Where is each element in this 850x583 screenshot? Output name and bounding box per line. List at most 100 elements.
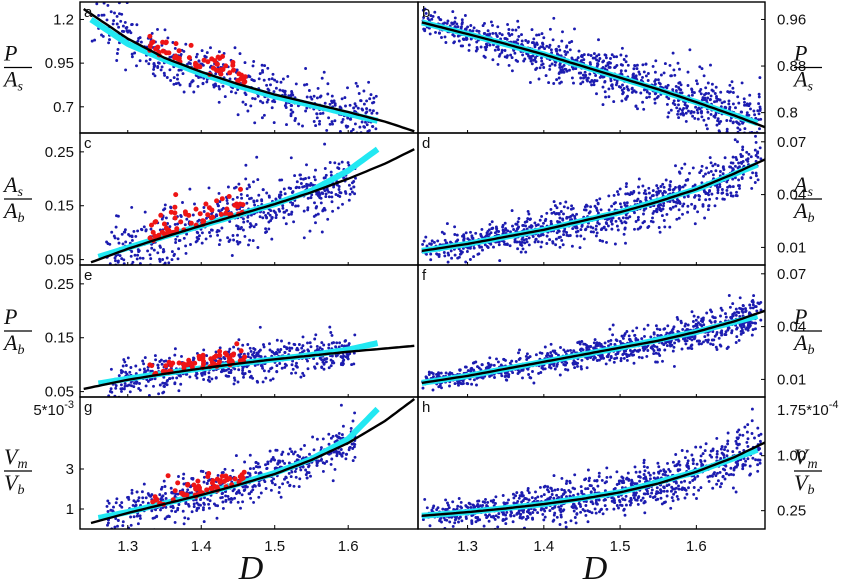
blue-point <box>571 206 575 210</box>
blue-point <box>329 364 333 368</box>
blue-point <box>108 390 112 393</box>
blue-point <box>470 234 474 238</box>
blue-point <box>181 509 185 513</box>
blue-point <box>116 47 120 51</box>
blue-point <box>544 74 548 78</box>
blue-point <box>491 31 495 35</box>
blue-point <box>433 10 437 14</box>
blue-point <box>306 208 310 212</box>
blue-point <box>106 521 110 525</box>
blue-point <box>269 488 273 492</box>
blue-point <box>157 392 161 396</box>
blue-point <box>482 32 486 35</box>
blue-point <box>625 358 629 362</box>
blue-point <box>271 72 275 76</box>
blue-point <box>343 190 347 194</box>
blue-point <box>693 205 697 209</box>
blue-point <box>329 173 333 177</box>
blue-point <box>749 176 753 180</box>
blue-point <box>130 235 134 239</box>
blue-point <box>562 233 566 237</box>
blue-point <box>526 217 530 221</box>
blue-point <box>675 198 679 201</box>
blue-point <box>731 155 735 159</box>
blue-point <box>171 376 175 380</box>
blue-point <box>745 111 749 115</box>
blue-point <box>750 321 754 325</box>
blue-point <box>142 482 146 486</box>
red-point <box>223 210 229 216</box>
blue-point <box>207 506 211 510</box>
blue-point <box>684 111 688 115</box>
red-point <box>223 63 229 69</box>
blue-point <box>335 341 339 345</box>
blue-point <box>131 260 135 264</box>
blue-point <box>616 228 620 232</box>
blue-point <box>123 384 127 388</box>
blue-point <box>697 198 701 202</box>
blue-point <box>182 90 186 94</box>
blue-point <box>156 366 160 370</box>
blue-point <box>283 351 287 354</box>
blue-point <box>436 239 440 243</box>
blue-point <box>271 377 275 381</box>
blue-point <box>165 256 169 260</box>
blue-point <box>123 360 127 364</box>
blue-point <box>720 101 724 105</box>
blue-point <box>334 345 338 349</box>
blue-point <box>645 96 649 100</box>
blue-point <box>242 220 246 224</box>
blue-point <box>614 338 618 342</box>
blue-point <box>594 227 598 231</box>
red-point <box>173 53 178 59</box>
blue-point <box>254 471 258 475</box>
blue-point <box>611 86 615 90</box>
blue-point <box>558 235 562 239</box>
blue-point <box>135 514 139 518</box>
blue-point <box>609 57 612 60</box>
blue-point <box>503 37 507 40</box>
blue-point <box>309 196 313 200</box>
blue-point <box>448 384 451 388</box>
blue-point <box>513 238 517 242</box>
blue-point <box>619 63 623 67</box>
blue-point <box>672 364 676 368</box>
blue-point <box>615 356 619 360</box>
blue-point <box>738 306 742 310</box>
blue-point <box>700 317 704 321</box>
blue-point <box>188 375 192 379</box>
blue-point <box>537 371 541 375</box>
blue-point <box>727 102 731 106</box>
blue-point <box>675 217 679 221</box>
blue-point <box>325 128 329 132</box>
blue-point <box>115 59 119 62</box>
blue-point <box>558 48 562 52</box>
blue-point <box>312 120 316 123</box>
blue-point <box>720 191 724 195</box>
blue-point <box>566 50 569 54</box>
blue-point <box>656 94 660 98</box>
blue-point <box>309 474 312 478</box>
blue-point <box>338 341 342 345</box>
blue-point <box>733 138 737 142</box>
blue-point <box>160 485 164 489</box>
blue-point <box>596 62 599 66</box>
blue-point <box>115 22 119 26</box>
blue-point <box>633 199 637 203</box>
blue-point <box>739 332 743 336</box>
blue-point <box>120 284 123 287</box>
red-point <box>226 194 232 199</box>
blue-point <box>711 173 715 177</box>
blue-point <box>655 184 659 188</box>
red-point <box>158 212 164 218</box>
blue-point <box>107 41 111 45</box>
blue-point <box>174 510 177 514</box>
blue-point <box>616 192 620 196</box>
blue-point <box>133 253 137 257</box>
blue-point <box>112 234 116 238</box>
blue-point <box>353 122 357 126</box>
blue-point <box>440 36 443 39</box>
blue-point <box>709 320 713 324</box>
blue-point <box>731 91 735 94</box>
blue-point <box>544 217 548 221</box>
